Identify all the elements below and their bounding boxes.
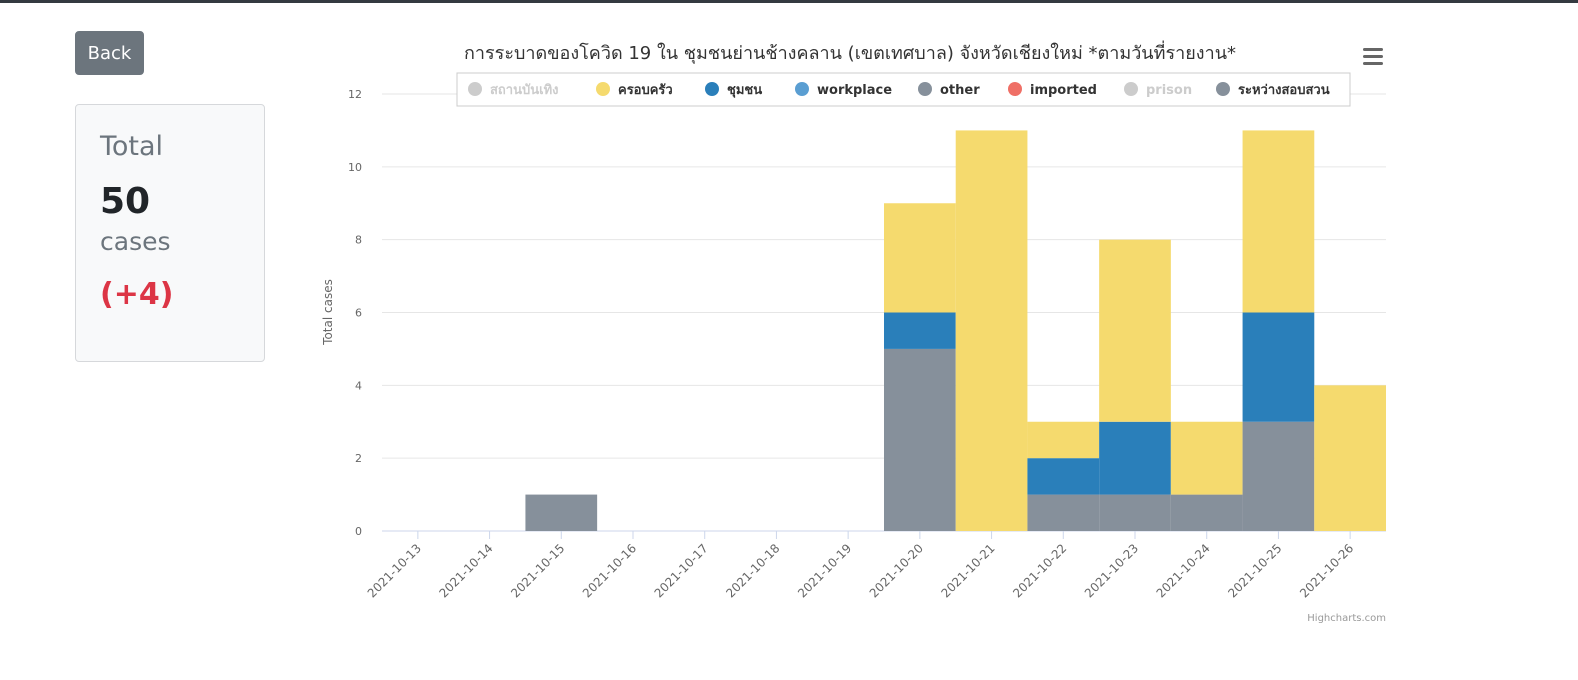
bar-segment[interactable] <box>1170 494 1243 531</box>
x-tick-label: 2021-10-17 <box>652 541 711 600</box>
back-button[interactable]: Back <box>75 31 144 75</box>
bar-segment[interactable] <box>1242 421 1315 531</box>
y-axis-title: Total cases <box>321 279 335 346</box>
legend-item[interactable]: workplace <box>795 82 892 98</box>
x-tick-label: 2021-10-13 <box>365 541 424 600</box>
x-tick-label: 2021-10-21 <box>938 541 997 600</box>
bar-segment[interactable] <box>1027 494 1100 531</box>
legend-item[interactable]: สถานบันเทิง <box>468 82 559 98</box>
bar-segment[interactable] <box>1099 239 1171 422</box>
chart-title: การระบาดของโควิด 19 ใน ชุมชนย่านช้างคลาน… <box>464 40 1236 64</box>
legend-item[interactable]: prison <box>1124 82 1192 98</box>
legend-label: ระหว่างสอบสวน <box>1238 83 1330 98</box>
bar-segment[interactable] <box>1170 421 1243 495</box>
hamburger-menu-icon[interactable] <box>1363 48 1383 65</box>
y-tick-label: 4 <box>355 379 362 392</box>
y-tick-label: 12 <box>348 88 362 101</box>
legend-symbol <box>918 82 932 96</box>
bar-segment[interactable] <box>1099 494 1171 531</box>
legend-item[interactable]: imported <box>1008 82 1097 98</box>
legend-label: prison <box>1146 83 1192 98</box>
x-tick-label: 2021-10-22 <box>1010 541 1069 600</box>
legend-symbol <box>596 82 610 96</box>
x-tick-label: 2021-10-19 <box>795 541 854 600</box>
legend-symbol <box>1008 82 1022 96</box>
bar-segment[interactable] <box>884 312 956 349</box>
x-tick-label: 2021-10-20 <box>867 541 926 600</box>
legend-label: workplace <box>817 83 892 98</box>
legend-symbol <box>1124 82 1138 96</box>
y-tick-label: 10 <box>348 161 362 174</box>
y-tick-label: 6 <box>355 307 362 320</box>
x-tick-label: 2021-10-16 <box>580 541 639 600</box>
bar-segment[interactable] <box>525 494 598 531</box>
y-tick-label: 0 <box>355 525 362 538</box>
y-tick-label: 8 <box>355 234 362 247</box>
highcharts-credits[interactable]: Highcharts.com <box>1307 613 1386 624</box>
x-tick-label: 2021-10-24 <box>1154 541 1213 600</box>
legend-symbol <box>795 82 809 96</box>
bar-segment[interactable] <box>884 348 956 531</box>
bar-segment[interactable] <box>1242 130 1315 313</box>
bar-segment[interactable] <box>1099 421 1171 495</box>
summary-delta: (+4) <box>100 277 174 312</box>
top-bar <box>0 0 1578 3</box>
x-tick-label: 2021-10-25 <box>1225 541 1284 600</box>
legend-symbol <box>1216 82 1230 96</box>
x-tick-label: 2021-10-14 <box>436 541 495 600</box>
legend-item[interactable]: ครอบครัว <box>596 82 673 98</box>
bars[interactable] <box>525 130 1386 531</box>
legend-label: สถานบันเทิง <box>490 83 559 98</box>
bar-segment[interactable] <box>955 130 1028 531</box>
y-tick-label: 2 <box>355 452 362 465</box>
legend-label: other <box>940 83 980 98</box>
legend-label: ครอบครัว <box>618 83 673 98</box>
bar-segment[interactable] <box>1242 312 1315 422</box>
bar-segment[interactable] <box>1027 458 1100 495</box>
legend-item[interactable]: ระหว่างสอบสวน <box>1216 82 1330 98</box>
summary-title: Total <box>100 131 164 162</box>
x-tick-label: 2021-10-26 <box>1297 541 1356 600</box>
bar-segment[interactable] <box>1027 421 1100 459</box>
x-tick-label: 2021-10-15 <box>508 541 567 600</box>
x-tick-label: 2021-10-18 <box>723 541 782 600</box>
bar-segment[interactable] <box>1314 385 1386 531</box>
legend-symbol <box>468 82 482 96</box>
summary-count: 50 <box>100 181 151 222</box>
legend-label: imported <box>1030 83 1097 98</box>
x-tick-label: 2021-10-23 <box>1082 541 1141 600</box>
bar-segment[interactable] <box>884 203 956 313</box>
legend: สถานบันเทิง ครอบครัว ชุมชน workplace other im… <box>456 72 1351 107</box>
legend-item[interactable]: other <box>918 82 980 98</box>
legend-symbol <box>705 82 719 96</box>
summary-card: Total 50 cases (+4) <box>75 104 265 362</box>
cut-off-content <box>270 668 410 680</box>
legend-label: ชุมชน <box>727 83 762 98</box>
summary-unit: cases <box>100 227 171 256</box>
legend-item[interactable]: ชุมชน <box>705 82 762 98</box>
